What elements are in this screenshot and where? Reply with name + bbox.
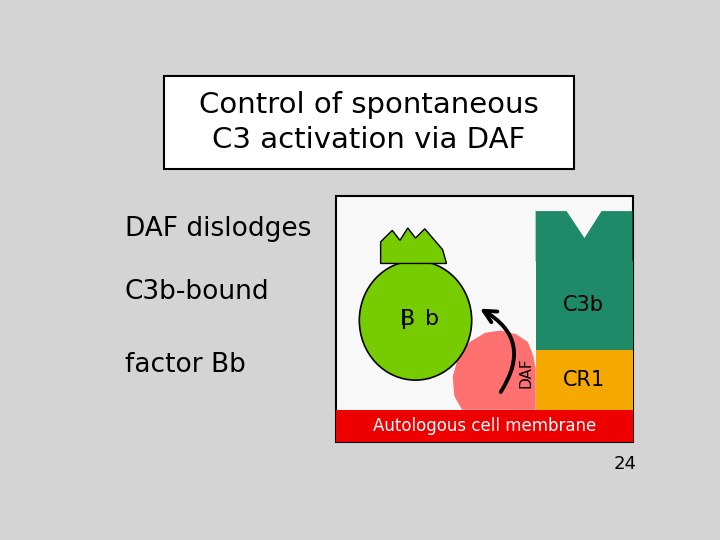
Bar (336, 410, 632, 442)
Text: Control of spontaneous
C3 activation via DAF: Control of spontaneous C3 activation via… (199, 91, 539, 154)
FancyBboxPatch shape (163, 76, 575, 168)
Text: C3b: C3b (563, 295, 604, 315)
Text: B: B (400, 309, 415, 329)
Bar (536, 350, 632, 410)
Polygon shape (536, 211, 632, 261)
Polygon shape (381, 228, 446, 264)
Text: Autologous cell membrane: Autologous cell membrane (373, 417, 596, 435)
Text: b: b (425, 309, 439, 329)
Text: DAF dislodges: DAF dislodges (125, 216, 311, 242)
Ellipse shape (359, 261, 472, 380)
Text: 24: 24 (613, 455, 636, 473)
Text: C3b-bound: C3b-bound (125, 279, 269, 305)
Polygon shape (453, 330, 536, 410)
FancyBboxPatch shape (336, 195, 632, 442)
Text: CR1: CR1 (562, 370, 605, 390)
Text: factor Bb: factor Bb (125, 352, 246, 378)
Text: DAF: DAF (519, 357, 534, 388)
Bar (536, 261, 632, 350)
